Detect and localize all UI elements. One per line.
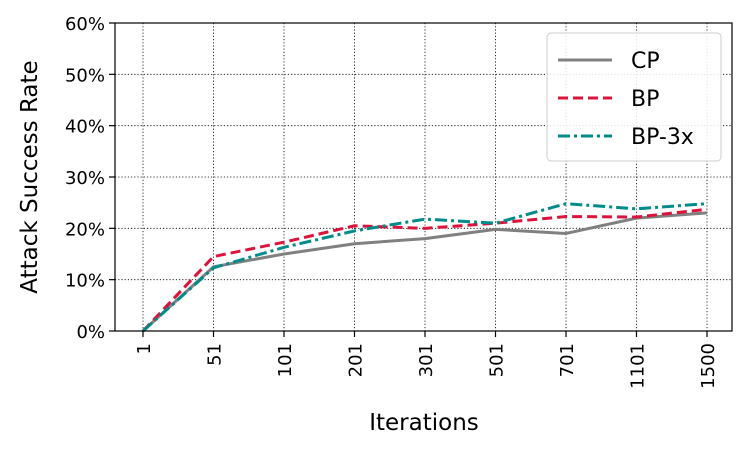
y-tick-label: 50%	[65, 65, 105, 86]
legend-box	[546, 32, 722, 162]
axes: 0% 10% 20% 30% 40% 50% 60% 1 51 101 201 301 501 701 11…	[65, 14, 733, 389]
x-tick-label: 701	[557, 343, 578, 377]
y-tick-label: 0%	[76, 322, 105, 343]
x-tick-label: 1	[134, 343, 155, 354]
x-tick-label: 101	[275, 343, 296, 377]
legend: CP BP BP-3x	[546, 32, 722, 162]
legend-label-cp: CP	[631, 49, 660, 74]
y-tick-label: 30%	[65, 168, 105, 189]
x-tick-label: 1500	[698, 343, 719, 389]
y-tick-label: 40%	[65, 117, 105, 138]
y-axis-title: Attack Success Rate	[17, 60, 43, 293]
plot-frame	[114, 22, 733, 332]
y-tick-label: 20%	[65, 219, 105, 240]
x-tick-label: 51	[205, 343, 226, 366]
series-lines	[141, 202, 708, 333]
x-tick-label: 201	[346, 343, 367, 377]
x-axis-title: Iterations	[369, 410, 479, 436]
x-tick-label: 501	[487, 343, 508, 377]
series-line-bp-3x	[141, 202, 708, 333]
legend-label-bp: BP	[631, 87, 659, 112]
legend-label-bp-3x: BP-3x	[631, 125, 694, 150]
series-line-bp	[141, 207, 708, 333]
x-tick-label: 1101	[628, 343, 649, 389]
series-line-cp	[141, 211, 708, 333]
y-tick-label: 10%	[65, 271, 105, 292]
y-tick-label: 60%	[65, 14, 105, 35]
x-tick-label: 301	[416, 343, 437, 377]
